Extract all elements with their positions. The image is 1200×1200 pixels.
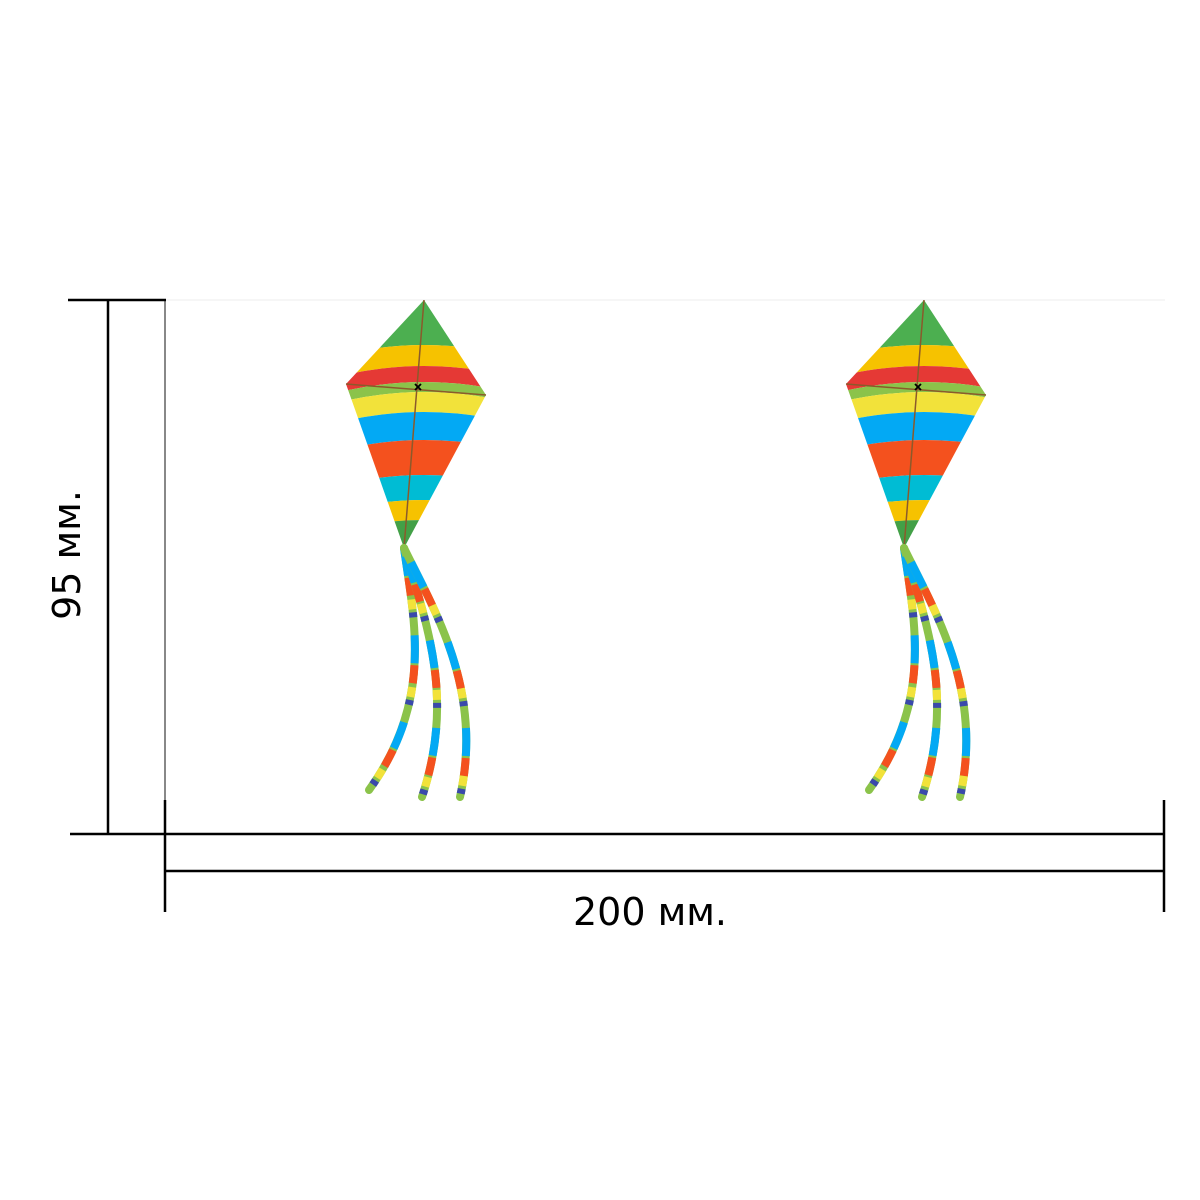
kite-band [346,392,486,426]
print-area-frame [164,299,1165,834]
kite-tail [365,544,419,794]
kite-tail-stripe [400,546,471,798]
left-kite [345,299,487,801]
kite-tail [900,544,942,801]
kite-band [346,520,486,548]
kite-center-knot [414,383,422,391]
kite-tail-stripe [400,546,442,799]
kite-tail-stripe [900,546,971,798]
kite-tail-stripe [900,546,942,799]
height-dimension [68,298,166,836]
kite-band [846,500,986,534]
kite-band [346,500,486,534]
kite-tail-stripe [865,547,919,793]
kite-tail [400,544,471,801]
kite-tail [900,544,971,801]
kite-center-knot [914,383,922,391]
kite-vertical-spar [403,299,425,549]
kite-body [846,300,986,548]
kite-body [346,300,486,548]
kite-tail-stripe [365,547,419,793]
kite-tail-stripe [865,547,919,793]
kite-tail [400,544,442,801]
kite-tail-stripe [400,546,442,799]
kite-vertical-spar [903,299,925,549]
kite-tail [865,544,919,794]
width-dimension [163,800,1166,912]
kite-tail-stripe [365,547,419,793]
height-dimension-label: 95 мм. [45,490,89,620]
kite-band [846,392,986,426]
kite-tail-stripe [900,546,942,799]
kite-band [846,520,986,548]
right-kite [845,299,987,801]
kite-band [846,382,986,406]
kite-band [346,382,486,406]
width-dimension-label: 200 мм. [573,890,727,934]
